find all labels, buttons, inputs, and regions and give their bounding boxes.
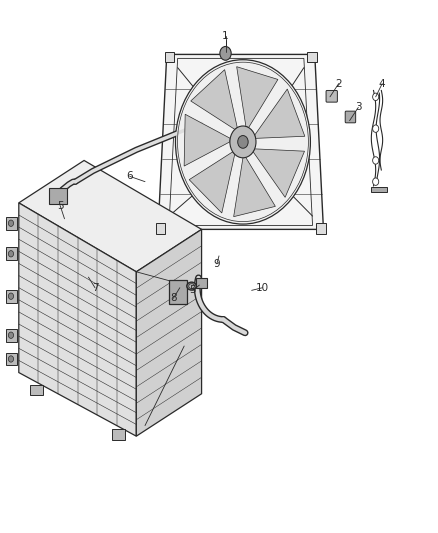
Polygon shape <box>233 157 276 216</box>
Circle shape <box>220 46 231 60</box>
Text: 4: 4 <box>379 78 385 88</box>
Circle shape <box>238 135 248 148</box>
Polygon shape <box>255 89 305 139</box>
Text: 7: 7 <box>92 282 98 293</box>
Polygon shape <box>6 290 17 303</box>
Polygon shape <box>169 280 187 304</box>
FancyBboxPatch shape <box>326 91 337 102</box>
Polygon shape <box>196 278 207 288</box>
Polygon shape <box>19 203 136 436</box>
Text: 3: 3 <box>355 102 362 112</box>
Polygon shape <box>184 114 230 166</box>
Polygon shape <box>6 217 17 230</box>
Text: 5: 5 <box>57 200 64 211</box>
Polygon shape <box>6 353 17 365</box>
Circle shape <box>373 93 379 101</box>
Bar <box>165 52 174 62</box>
Polygon shape <box>237 67 278 127</box>
Bar <box>316 223 325 233</box>
Polygon shape <box>112 429 125 440</box>
FancyBboxPatch shape <box>345 111 356 123</box>
Ellipse shape <box>189 284 194 288</box>
Polygon shape <box>30 385 43 395</box>
Circle shape <box>8 293 14 300</box>
Text: 8: 8 <box>170 293 177 303</box>
Circle shape <box>8 220 14 227</box>
Text: 9: 9 <box>213 259 220 269</box>
Ellipse shape <box>187 282 196 290</box>
Polygon shape <box>371 187 387 192</box>
Circle shape <box>373 125 379 132</box>
Text: 5: 5 <box>190 285 196 295</box>
Circle shape <box>230 126 256 158</box>
Circle shape <box>8 332 14 338</box>
Text: 10: 10 <box>256 282 269 293</box>
Polygon shape <box>158 54 323 229</box>
Text: 6: 6 <box>127 172 133 181</box>
Polygon shape <box>136 229 201 436</box>
Circle shape <box>8 356 14 362</box>
Polygon shape <box>49 188 67 204</box>
Bar <box>156 223 166 233</box>
Text: 1: 1 <box>222 31 229 41</box>
Polygon shape <box>6 247 17 260</box>
Circle shape <box>8 251 14 257</box>
Circle shape <box>176 60 311 224</box>
Bar <box>307 52 317 62</box>
Circle shape <box>373 157 379 164</box>
Polygon shape <box>191 70 237 130</box>
Circle shape <box>373 178 379 185</box>
Polygon shape <box>189 152 235 213</box>
Polygon shape <box>19 160 201 272</box>
Polygon shape <box>6 329 17 342</box>
Text: 2: 2 <box>336 78 342 88</box>
Polygon shape <box>253 149 304 197</box>
